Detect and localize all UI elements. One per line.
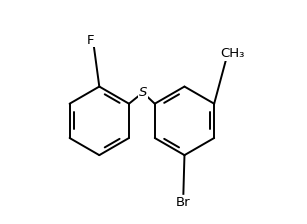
Text: Br: Br	[176, 196, 191, 209]
Text: CH₃: CH₃	[220, 47, 244, 60]
Text: S: S	[139, 86, 147, 99]
Text: F: F	[87, 34, 94, 47]
